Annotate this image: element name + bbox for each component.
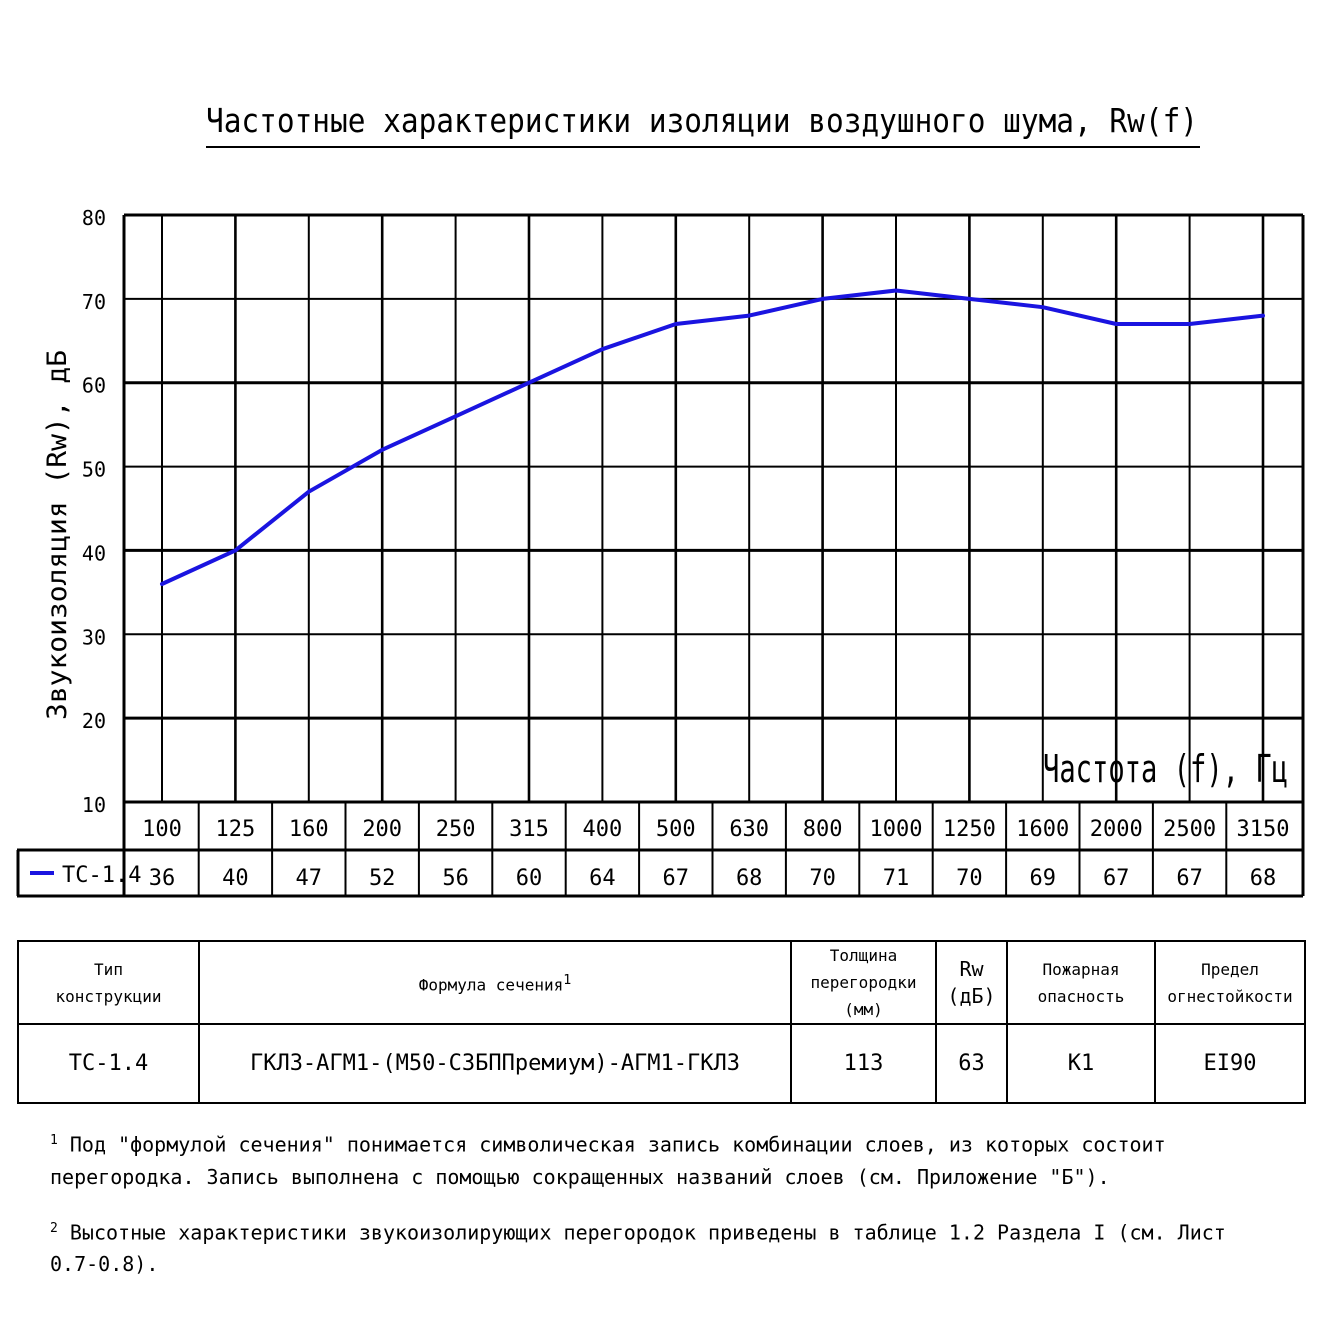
- x-tick-label: 630: [729, 817, 769, 842]
- chart-title: Частотные характеристики изоляции воздуш…: [206, 101, 1198, 140]
- data-label: 69: [1030, 866, 1057, 891]
- y-tick-label: 70: [82, 290, 106, 314]
- x-tick-label: 1250: [943, 817, 996, 842]
- x-tick-label: 1600: [1016, 817, 1069, 842]
- header-construction-type: Тип конструкции: [17, 940, 200, 1025]
- x-tick-label: 160: [289, 817, 329, 842]
- y-axis-label: Звукоизоляция (Rw), дБ: [42, 350, 73, 720]
- x-tick-label: 800: [803, 817, 843, 842]
- x-tick-label: 315: [509, 817, 549, 842]
- y-tick-label: 50: [82, 458, 106, 482]
- data-label: 68: [1250, 866, 1277, 891]
- header-thickness: Толщина перегородки (мм): [790, 940, 937, 1025]
- data-label: 60: [516, 866, 543, 891]
- properties-table: Тип конструкции Формула сечения1 Толщина…: [17, 940, 1306, 1104]
- header-rw: Rw (дБ): [935, 940, 1008, 1025]
- x-tick-label: 2000: [1090, 817, 1143, 842]
- data-label: 67: [1176, 866, 1203, 891]
- header-section-formula: Формула сечения1: [198, 940, 792, 1025]
- y-tick-label: 30: [82, 625, 106, 649]
- cell-fire-hazard: К1: [1006, 1023, 1156, 1104]
- x-tick-label: 2500: [1163, 817, 1216, 842]
- chart: Частотные характеристики изоляции воздуш…: [16, 101, 1305, 898]
- data-label: 70: [956, 866, 983, 891]
- x-tick-labels: 100 125 160 200 250 315 400 500 630 800 1000 1250 16…: [142, 817, 1289, 842]
- x-tick-label: 1000: [870, 817, 923, 842]
- data-label: 36: [149, 866, 176, 891]
- data-label: 47: [296, 866, 323, 891]
- y-tick-label: 40: [82, 541, 106, 565]
- x-tick-label: 500: [656, 817, 696, 842]
- footnotes: 1 Под "формулой сечения" понимается симв…: [50, 1125, 1270, 1280]
- x-tick-label: 3150: [1237, 817, 1290, 842]
- y-tick-label: 20: [82, 709, 106, 733]
- footnote-text: Высотные характеристики звукоизолирующих…: [50, 1220, 1226, 1277]
- properties-data-row: ТС-1.4 ГКЛ3-АГМ1-(М50-СЗБППремиум)-АГМ1-…: [17, 1023, 1306, 1104]
- footnote-mark: 2: [50, 1220, 58, 1236]
- data-label: 70: [809, 866, 836, 891]
- horizontal-gridlines: [124, 213, 1303, 720]
- y-tick-label: 80: [82, 206, 106, 230]
- data-label: 52: [369, 866, 396, 891]
- x-tick-label: 125: [216, 817, 256, 842]
- footnote-2: 2 Высотные характеристики звукоизолирующ…: [50, 1213, 1270, 1281]
- footnote-1: 1 Под "формулой сечения" понимается симв…: [50, 1125, 1270, 1193]
- cell-construction-type: ТС-1.4: [17, 1023, 200, 1104]
- cell-section-formula: ГКЛ3-АГМ1-(М50-СЗБППремиум)-АГМ1-ГКЛ3: [198, 1023, 792, 1104]
- vertical-gridlines: [122, 215, 1305, 896]
- y-tick-labels: 10 20 30 40 50 60 70 80: [82, 206, 106, 817]
- footnote-mark: 1: [50, 1133, 58, 1148]
- y-tick-label: 10: [82, 793, 106, 817]
- series-line-tc-1-4: [160, 288, 1265, 586]
- data-label: 56: [442, 866, 469, 891]
- properties-header-row: Тип конструкции Формула сечения1 Толщина…: [17, 940, 1306, 1025]
- y-tick-label: 60: [82, 374, 106, 398]
- data-label: 64: [589, 866, 616, 891]
- header-fire-hazard: Пожарная опасность: [1006, 940, 1156, 1025]
- legend-label: ТС-1.4: [62, 863, 141, 888]
- data-label: 71: [883, 866, 910, 891]
- data-label: 67: [663, 866, 690, 891]
- x-axis-label: Частота (f), Гц: [1043, 747, 1288, 791]
- cell-fire-resistance: EI90: [1154, 1023, 1306, 1104]
- data-label: 67: [1103, 866, 1130, 891]
- x-tick-label: 250: [436, 817, 476, 842]
- header-fire-resistance: Предел огнестойкости: [1154, 940, 1306, 1025]
- data-label: 40: [222, 866, 249, 891]
- cell-thickness: 113: [790, 1023, 937, 1104]
- x-tick-label: 400: [583, 817, 623, 842]
- x-tick-label: 200: [362, 817, 402, 842]
- data-value-row: 36 40 47 52 56 60 64 67 68 70 71 70 69 67 67 68: [16, 800, 1303, 898]
- x-tick-label: 100: [142, 817, 182, 842]
- footnote-text: Под "формулой сечения" понимается символ…: [50, 1132, 1166, 1189]
- data-label: 68: [736, 866, 763, 891]
- cell-rw: 63: [935, 1023, 1008, 1104]
